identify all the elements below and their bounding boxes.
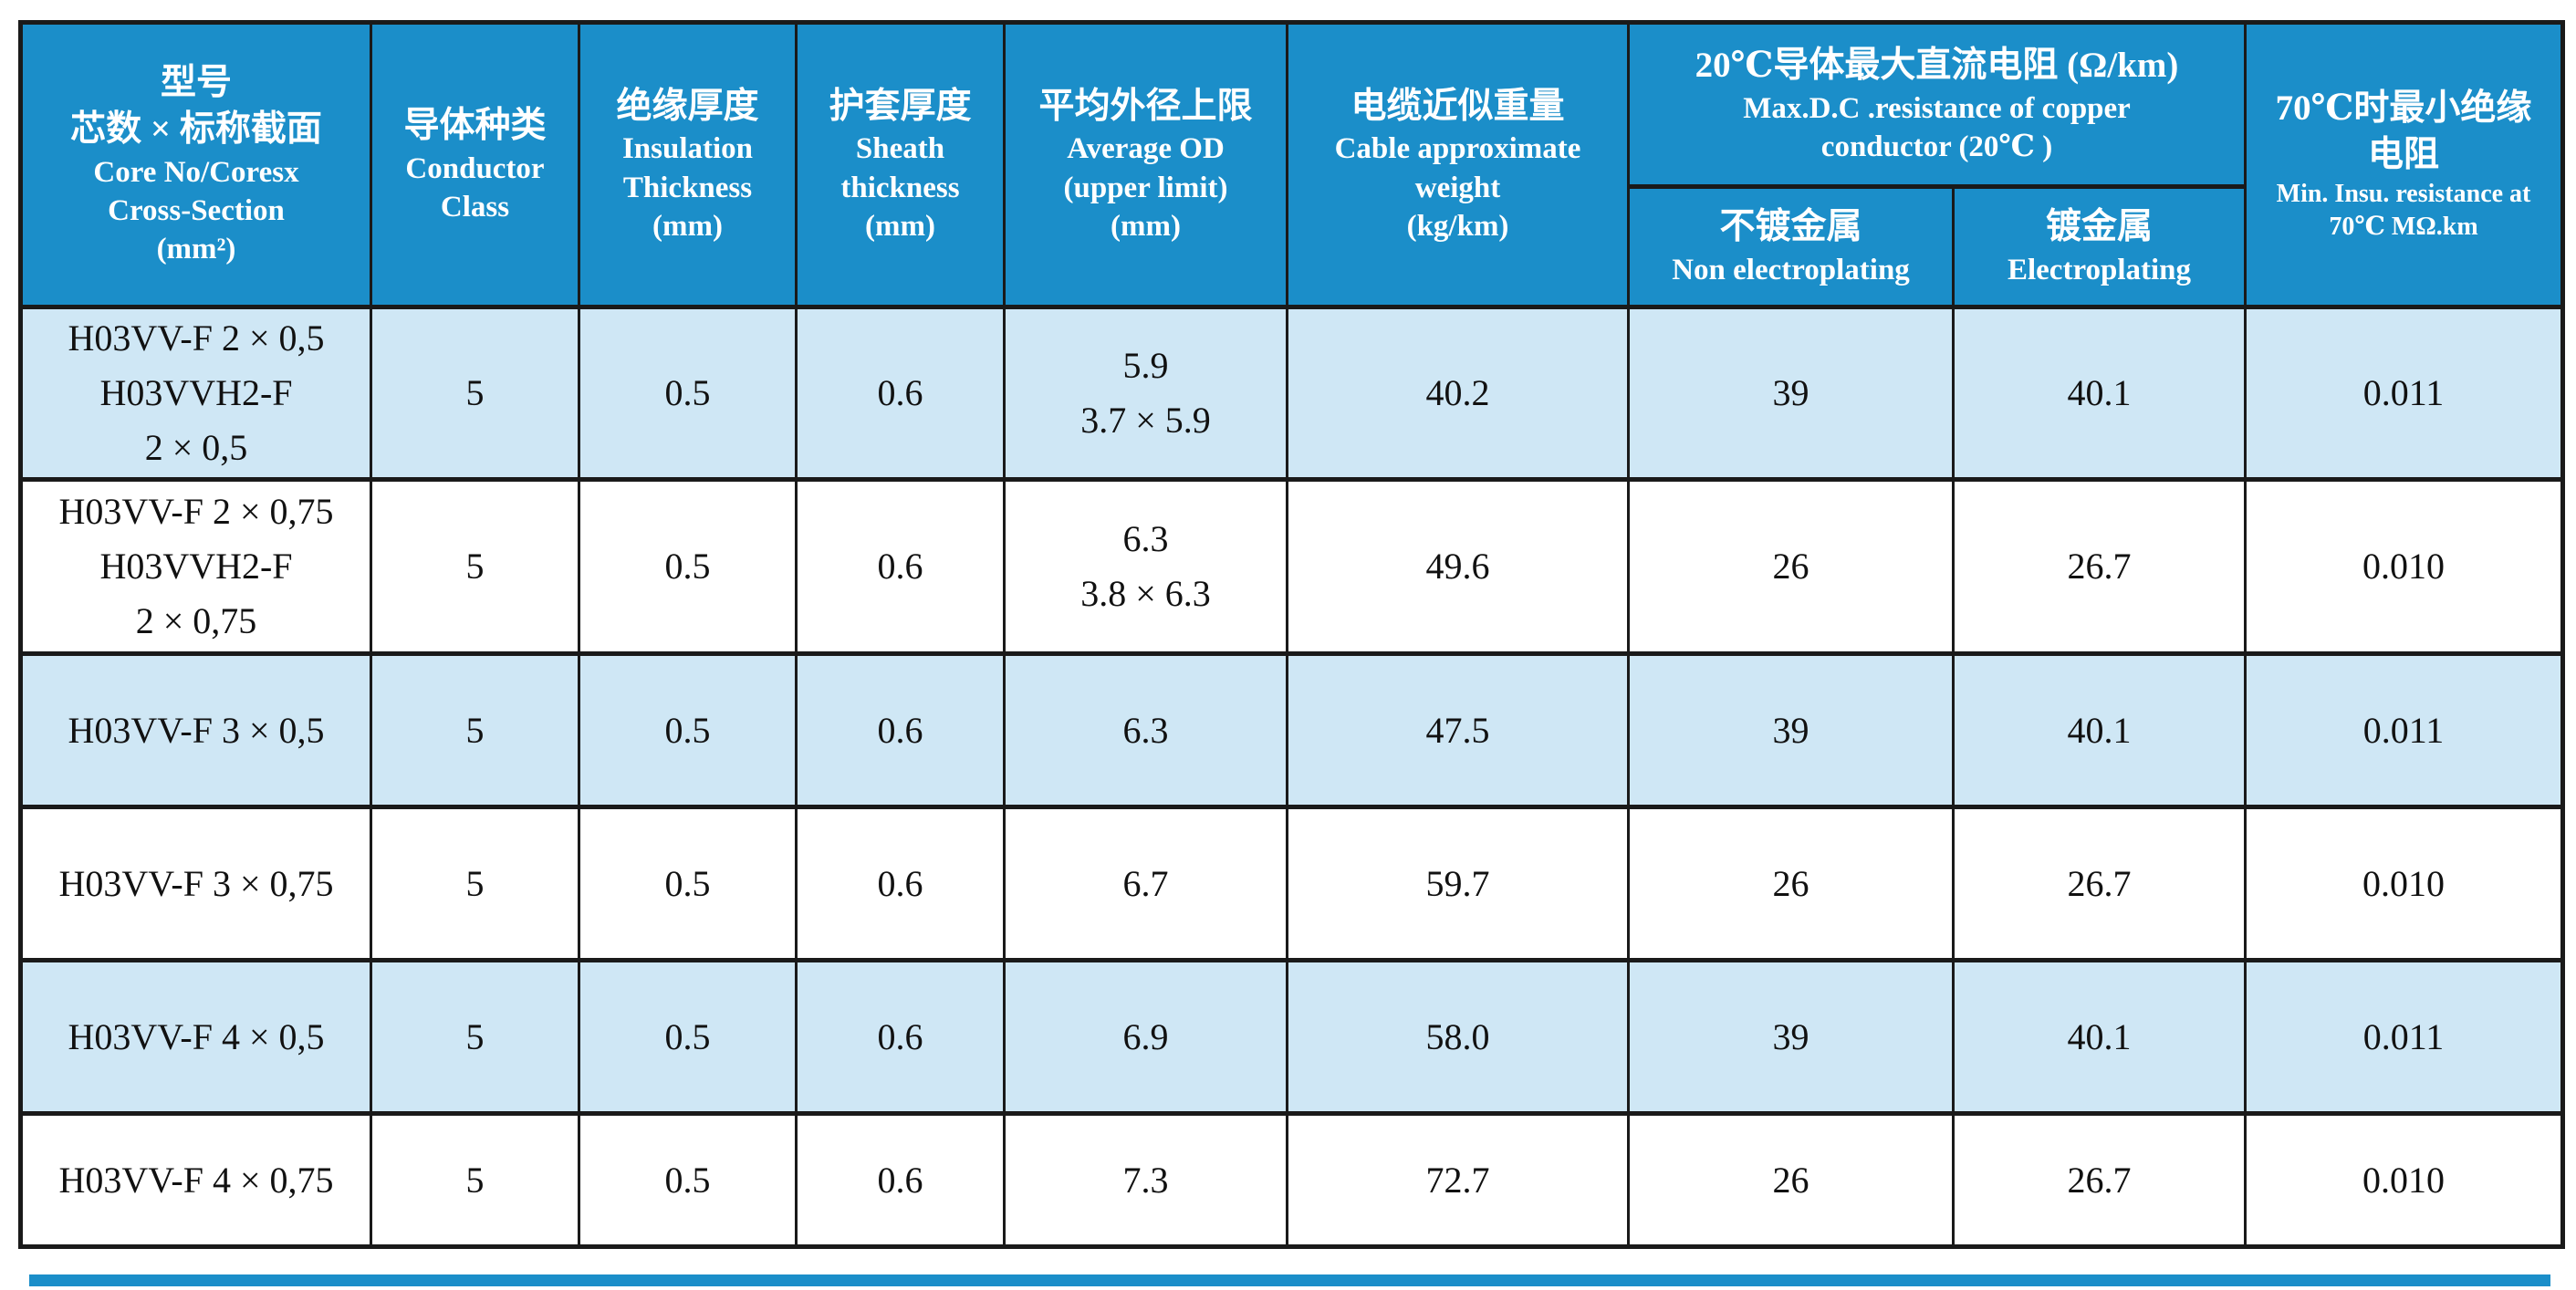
- header-sheath: 护套厚度 Sheath thickness (mm): [795, 20, 1006, 309]
- min-insulation-cell: 0.011: [2244, 958, 2565, 1116]
- sheath-cell: 0.6: [795, 477, 1006, 656]
- table-row: H03VV-F 3 × 0,5 5 0.5 0.6 6.3 47.5 39 40…: [19, 651, 2565, 809]
- conductor-class-cell: 5: [370, 477, 580, 656]
- header-avg-od: 平均外径上限 Average OD (upper limit) (mm): [1003, 20, 1288, 309]
- insulation-cell: 0.5: [578, 805, 798, 962]
- weight-cell: 59.7: [1286, 805, 1630, 962]
- avg-od-cell: 6.9: [1003, 958, 1288, 1116]
- weight-cell: 40.2: [1286, 305, 1630, 482]
- header-sheath-zh: 护套厚度: [829, 86, 972, 126]
- sheath-cell: 0.6: [795, 651, 1006, 809]
- header-model-zh: 型号 芯数 × 标称截面: [70, 63, 322, 150]
- header-electroplating-zh: 镀金属: [2046, 207, 2154, 247]
- model-cell: H03VV-F 4 × 0,5: [19, 958, 372, 1116]
- header-dc-resistance-group: 20℃导体最大直流电阻 (Ω/km) Max.D.C .resistance o…: [1626, 20, 2247, 189]
- header-non-electroplating-en: Non electroplating: [1672, 253, 1910, 286]
- weight-cell: 58.0: [1286, 958, 1630, 1116]
- model-cell: H03VV-F 2 × 0,5 H03VVH2-F 2 × 0,5: [19, 305, 372, 482]
- non-electroplating-cell: 26: [1627, 805, 1955, 962]
- conductor-class-cell: 5: [370, 958, 580, 1116]
- cable-spec-table: 型号 芯数 × 标称截面 Core No/Coresx Cross-Sectio…: [18, 20, 2566, 1249]
- header-insulation: 绝缘厚度 Insulation Thickness (mm): [578, 20, 798, 309]
- sheath-cell: 0.6: [795, 805, 1006, 962]
- model-cell: H03VV-F 3 × 0,5: [19, 651, 372, 809]
- weight-cell: 72.7: [1286, 1111, 1630, 1249]
- header-non-electroplating: 不镀金属 Non electroplating: [1627, 184, 1955, 309]
- min-insulation-cell: 0.010: [2244, 477, 2565, 656]
- header-weight-zh: 电缆近似重量: [1351, 86, 1565, 126]
- model-cell: H03VV-F 3 × 0,75: [19, 805, 372, 962]
- avg-od-cell: 7.3: [1003, 1111, 1288, 1249]
- table-row: H03VV-F 2 × 0,75 H03VVH2-F 2 × 0,75 5 0.…: [19, 477, 2565, 656]
- avg-od-cell: 5.9 3.7 × 5.9: [1003, 305, 1288, 482]
- header-electroplating: 镀金属 Electroplating: [1951, 184, 2247, 309]
- table-row: H03VV-F 4 × 0,5 5 0.5 0.6 6.9 58.0 39 40…: [19, 958, 2565, 1116]
- header-dc-resistance-zh: 20℃导体最大直流电阻 (Ω/km): [1695, 45, 2179, 85]
- non-electroplating-cell: 26: [1627, 477, 1955, 656]
- min-insulation-cell: 0.011: [2244, 651, 2565, 809]
- non-electroplating-cell: 39: [1627, 651, 1955, 809]
- conductor-class-cell: 5: [370, 805, 580, 962]
- header-weight: 电缆近似重量 Cable approximate weight (kg/km): [1286, 20, 1630, 309]
- insulation-cell: 0.5: [578, 651, 798, 809]
- non-electroplating-cell: 39: [1627, 305, 1955, 482]
- header-dc-resistance-en: Max.D.C .resistance of copper conductor …: [1743, 91, 2131, 163]
- header-model: 型号 芯数 × 标称截面 Core No/Coresx Cross-Sectio…: [19, 20, 372, 309]
- sheath-cell: 0.6: [795, 958, 1006, 1116]
- non-electroplating-cell: 39: [1627, 958, 1955, 1116]
- conductor-class-cell: 5: [370, 305, 580, 482]
- header-min-insulation: 70℃时最小绝缘 电阻 Min. Insu. resistance at 70℃…: [2244, 20, 2565, 309]
- footer-accent-bar: [29, 1274, 2550, 1286]
- avg-od-cell: 6.3: [1003, 651, 1288, 809]
- weight-cell: 49.6: [1286, 477, 1630, 656]
- sheath-cell: 0.6: [795, 1111, 1006, 1249]
- conductor-class-cell: 5: [370, 651, 580, 809]
- non-electroplating-cell: 26: [1627, 1111, 1955, 1249]
- header-avg-od-zh: 平均外径上限: [1038, 86, 1253, 126]
- table-row: H03VV-F 4 × 0,75 5 0.5 0.6 7.3 72.7 26 2…: [19, 1111, 2565, 1249]
- electroplating-cell: 40.1: [1951, 958, 2247, 1116]
- weight-cell: 47.5: [1286, 651, 1630, 809]
- header-min-insulation-en: Min. Insu. resistance at 70℃ MΩ.km: [2276, 180, 2531, 242]
- avg-od-cell: 6.7: [1003, 805, 1288, 962]
- header-min-insulation-zh: 70℃时最小绝缘 电阻: [2275, 88, 2532, 174]
- min-insulation-cell: 0.010: [2244, 1111, 2565, 1249]
- header-conductor-class-en: Conductor Class: [405, 151, 545, 224]
- table-row: H03VV-F 2 × 0,5 H03VVH2-F 2 × 0,5 5 0.5 …: [19, 305, 2565, 482]
- header-electroplating-en: Electroplating: [2007, 253, 2192, 286]
- header-conductor-class-zh: 导体种类: [403, 105, 547, 145]
- insulation-cell: 0.5: [578, 1111, 798, 1249]
- electroplating-cell: 40.1: [1951, 651, 2247, 809]
- model-cell: H03VV-F 2 × 0,75 H03VVH2-F 2 × 0,75: [19, 477, 372, 656]
- insulation-cell: 0.5: [578, 958, 798, 1116]
- electroplating-cell: 26.7: [1951, 477, 2247, 656]
- avg-od-cell: 6.3 3.8 × 6.3: [1003, 477, 1288, 656]
- header-weight-en: Cable approximate weight (kg/km): [1334, 132, 1581, 243]
- min-insulation-cell: 0.011: [2244, 305, 2565, 482]
- insulation-cell: 0.5: [578, 305, 798, 482]
- electroplating-cell: 40.1: [1951, 305, 2247, 482]
- header-conductor-class: 导体种类 Conductor Class: [370, 20, 580, 309]
- electroplating-cell: 26.7: [1951, 1111, 2247, 1249]
- insulation-cell: 0.5: [578, 477, 798, 656]
- header-model-en: Core No/Coresx Cross-Section (mm²): [93, 155, 299, 266]
- table-row: H03VV-F 3 × 0,75 5 0.5 0.6 6.7 59.7 26 2…: [19, 805, 2565, 962]
- conductor-class-cell: 5: [370, 1111, 580, 1249]
- model-cell: H03VV-F 4 × 0,75: [19, 1111, 372, 1249]
- header-insulation-zh: 绝缘厚度: [616, 86, 759, 126]
- header-avg-od-en: Average OD (upper limit) (mm): [1063, 132, 1228, 243]
- header-sheath-en: Sheath thickness (mm): [840, 132, 960, 243]
- header-insulation-en: Insulation Thickness (mm): [621, 132, 754, 243]
- header-non-electroplating-zh: 不镀金属: [1719, 207, 1862, 247]
- min-insulation-cell: 0.010: [2244, 805, 2565, 962]
- sheath-cell: 0.6: [795, 305, 1006, 482]
- electroplating-cell: 26.7: [1951, 805, 2247, 962]
